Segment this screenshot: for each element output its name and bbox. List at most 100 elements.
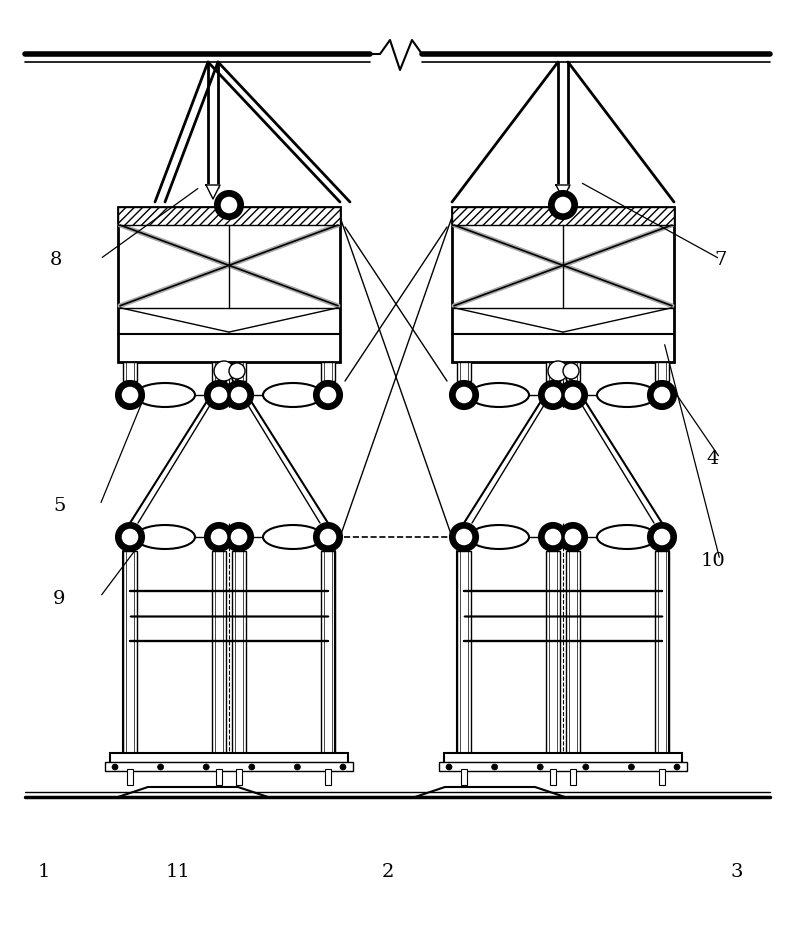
Circle shape bbox=[121, 528, 139, 546]
Bar bbox=[212, 552, 226, 756]
Bar bbox=[457, 362, 471, 382]
Bar bbox=[452, 208, 674, 362]
Text: 4: 4 bbox=[706, 450, 719, 468]
Text: 2: 2 bbox=[382, 862, 394, 881]
Circle shape bbox=[295, 764, 300, 770]
Circle shape bbox=[230, 528, 248, 546]
Ellipse shape bbox=[469, 384, 529, 408]
Circle shape bbox=[559, 382, 587, 410]
Circle shape bbox=[653, 387, 671, 404]
Circle shape bbox=[674, 764, 680, 770]
Bar bbox=[118, 208, 340, 362]
Polygon shape bbox=[556, 185, 570, 200]
Circle shape bbox=[537, 764, 543, 770]
Circle shape bbox=[559, 524, 587, 552]
Ellipse shape bbox=[135, 526, 195, 550]
Ellipse shape bbox=[597, 384, 657, 408]
Circle shape bbox=[564, 387, 582, 404]
Circle shape bbox=[340, 764, 346, 770]
Circle shape bbox=[220, 197, 238, 215]
Circle shape bbox=[230, 387, 248, 404]
Circle shape bbox=[112, 764, 118, 770]
Circle shape bbox=[539, 524, 567, 552]
Circle shape bbox=[544, 387, 562, 404]
Circle shape bbox=[455, 528, 473, 546]
Ellipse shape bbox=[263, 384, 323, 408]
Bar bbox=[236, 769, 242, 785]
Text: 9: 9 bbox=[53, 589, 66, 607]
Bar bbox=[105, 762, 353, 771]
Bar bbox=[110, 753, 348, 763]
Circle shape bbox=[450, 524, 478, 552]
Circle shape bbox=[249, 764, 255, 770]
Bar bbox=[546, 552, 560, 756]
Circle shape bbox=[548, 362, 568, 382]
Circle shape bbox=[563, 363, 579, 379]
Bar bbox=[659, 769, 665, 785]
Text: 11: 11 bbox=[166, 862, 191, 881]
Circle shape bbox=[116, 382, 144, 410]
Text: 3: 3 bbox=[730, 862, 743, 881]
Bar bbox=[232, 552, 246, 756]
Circle shape bbox=[492, 764, 497, 770]
Ellipse shape bbox=[597, 526, 657, 550]
Circle shape bbox=[158, 764, 164, 770]
Ellipse shape bbox=[263, 526, 323, 550]
Circle shape bbox=[653, 528, 671, 546]
Circle shape bbox=[314, 382, 342, 410]
Circle shape bbox=[554, 197, 572, 215]
Bar bbox=[127, 769, 133, 785]
Text: 1: 1 bbox=[37, 862, 50, 881]
Bar bbox=[123, 362, 137, 382]
Bar bbox=[570, 769, 576, 785]
Bar bbox=[444, 753, 682, 763]
Bar bbox=[232, 362, 246, 382]
Circle shape bbox=[648, 524, 676, 552]
Circle shape bbox=[539, 382, 567, 410]
Circle shape bbox=[225, 382, 253, 410]
Circle shape bbox=[319, 528, 337, 546]
Bar bbox=[550, 769, 556, 785]
Circle shape bbox=[204, 764, 209, 770]
Circle shape bbox=[121, 387, 139, 404]
Circle shape bbox=[455, 387, 473, 404]
Text: 7: 7 bbox=[714, 250, 727, 269]
Bar bbox=[546, 362, 560, 382]
Bar bbox=[216, 769, 222, 785]
Circle shape bbox=[116, 524, 144, 552]
Circle shape bbox=[229, 363, 245, 379]
Circle shape bbox=[648, 382, 676, 410]
Circle shape bbox=[225, 524, 253, 552]
Circle shape bbox=[205, 524, 233, 552]
Circle shape bbox=[544, 528, 562, 546]
Circle shape bbox=[214, 362, 234, 382]
Circle shape bbox=[446, 764, 452, 770]
Circle shape bbox=[628, 764, 634, 770]
Bar bbox=[321, 362, 335, 382]
Circle shape bbox=[564, 528, 582, 546]
Bar bbox=[321, 552, 335, 756]
Circle shape bbox=[314, 524, 342, 552]
Circle shape bbox=[215, 192, 243, 220]
Bar bbox=[325, 769, 331, 785]
Text: 5: 5 bbox=[53, 496, 66, 514]
Bar bbox=[123, 552, 137, 756]
Circle shape bbox=[549, 192, 577, 220]
Circle shape bbox=[205, 382, 233, 410]
Bar bbox=[655, 552, 669, 756]
Bar bbox=[655, 362, 669, 382]
Bar bbox=[566, 362, 580, 382]
Bar bbox=[452, 208, 674, 226]
Bar bbox=[439, 762, 687, 771]
Polygon shape bbox=[206, 185, 220, 200]
Text: 10: 10 bbox=[700, 552, 725, 570]
Circle shape bbox=[450, 382, 478, 410]
Circle shape bbox=[583, 764, 588, 770]
Circle shape bbox=[319, 387, 337, 404]
Bar bbox=[457, 552, 471, 756]
Ellipse shape bbox=[135, 384, 195, 408]
Polygon shape bbox=[415, 787, 565, 797]
Text: 8: 8 bbox=[49, 250, 62, 269]
Ellipse shape bbox=[469, 526, 529, 550]
Circle shape bbox=[210, 528, 228, 546]
